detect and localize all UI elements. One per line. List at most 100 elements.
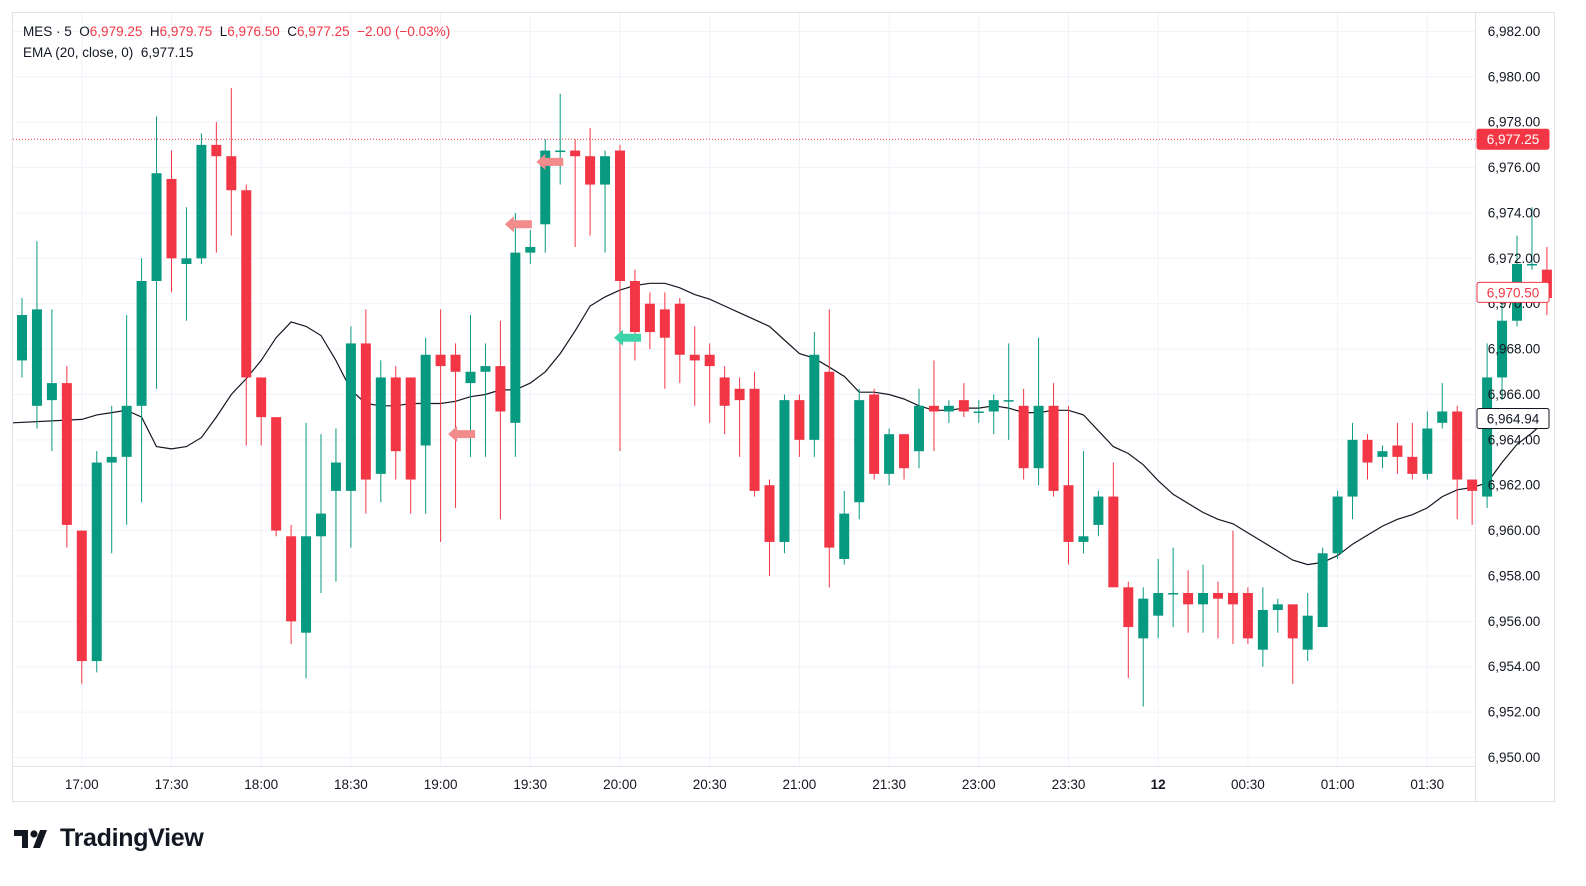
candle bbox=[1048, 383, 1059, 497]
candle-body bbox=[779, 400, 790, 542]
candle bbox=[525, 229, 536, 264]
candle bbox=[181, 207, 192, 321]
candle-body bbox=[1257, 610, 1268, 650]
x-tick-label: 01:00 bbox=[1321, 777, 1355, 792]
candle bbox=[211, 122, 222, 253]
candle bbox=[570, 139, 581, 247]
candle-body bbox=[1227, 592, 1238, 605]
candle-body bbox=[1467, 479, 1478, 491]
candle-body bbox=[480, 366, 491, 372]
candle bbox=[375, 360, 386, 503]
candle bbox=[435, 309, 446, 542]
candle bbox=[1347, 422, 1358, 520]
candle-body bbox=[884, 434, 895, 474]
candle bbox=[869, 388, 880, 480]
candle bbox=[958, 383, 969, 418]
candle-body bbox=[1422, 428, 1433, 474]
candle-body bbox=[1153, 592, 1164, 616]
time-axis[interactable]: 17:00 17:30 18:00 18:30 19:00 19:30 20:00 20:30… bbox=[65, 777, 1444, 792]
y-tick-label: 6,962.00 bbox=[1488, 478, 1541, 493]
tradingview-branding[interactable]: TradingView bbox=[14, 824, 204, 853]
y-tick-label: 6,976.00 bbox=[1488, 160, 1541, 175]
candle bbox=[1272, 598, 1283, 633]
candle bbox=[809, 332, 820, 457]
candle bbox=[166, 150, 177, 293]
candle bbox=[1138, 587, 1149, 707]
ema-legend[interactable]: EMA (20, close, 0) 6,977.15 bbox=[23, 45, 193, 60]
candle bbox=[1198, 564, 1209, 633]
signal-arrow-sell bbox=[536, 153, 564, 170]
candle bbox=[330, 428, 341, 582]
ohlc-legend: MES · 5 O6,979.25 H6,979.75 L6,976.50 C6… bbox=[23, 24, 450, 39]
candle-body bbox=[600, 156, 611, 185]
candle-body bbox=[330, 462, 341, 491]
candles bbox=[17, 88, 1552, 707]
x-tick-label: 17:00 bbox=[65, 777, 99, 792]
candle-body bbox=[91, 462, 102, 662]
y-tick-label: 6,978.00 bbox=[1488, 115, 1541, 130]
candle-body bbox=[1272, 604, 1283, 611]
candle-body bbox=[1332, 496, 1343, 554]
candle bbox=[884, 428, 895, 486]
candle bbox=[76, 530, 87, 684]
candle bbox=[316, 434, 326, 593]
candle-body bbox=[61, 383, 72, 525]
candle-body bbox=[1003, 400, 1014, 402]
candle-body bbox=[824, 371, 835, 548]
candle bbox=[1183, 570, 1194, 633]
candle-body bbox=[1407, 456, 1418, 474]
x-tick-label: 23:00 bbox=[962, 777, 996, 792]
candle bbox=[1332, 490, 1343, 559]
candle-body bbox=[106, 456, 117, 463]
candle bbox=[1153, 558, 1164, 639]
candle-body bbox=[704, 354, 715, 367]
candle bbox=[450, 343, 461, 508]
candle-body bbox=[1242, 592, 1253, 639]
candle bbox=[1541, 246, 1552, 316]
current-bar-price-label: 6,970.50 bbox=[1487, 285, 1540, 300]
candle bbox=[345, 326, 356, 548]
candle bbox=[1377, 445, 1388, 469]
candle-body bbox=[46, 383, 57, 401]
last-price-label: 6,977.25 bbox=[1487, 132, 1540, 147]
candle-body bbox=[809, 354, 820, 440]
symbol-label[interactable]: MES · 5 bbox=[23, 24, 72, 39]
candle-body bbox=[136, 281, 147, 406]
chart-frame[interactable] bbox=[12, 12, 1555, 802]
candle-body bbox=[151, 173, 162, 282]
candle bbox=[271, 417, 282, 537]
candle bbox=[689, 326, 700, 406]
open-value: 6,979.25 bbox=[89, 24, 143, 39]
candle bbox=[226, 88, 237, 236]
candle bbox=[794, 394, 805, 457]
y-tick-label: 6,950.00 bbox=[1488, 750, 1541, 765]
candle bbox=[495, 320, 506, 520]
candle-body bbox=[1033, 405, 1044, 469]
candle-body bbox=[585, 156, 596, 185]
candle bbox=[1063, 405, 1074, 565]
candle bbox=[256, 377, 267, 446]
candle bbox=[1213, 581, 1223, 639]
candle-body bbox=[1018, 405, 1029, 469]
candle-body bbox=[450, 354, 461, 372]
candle-body bbox=[794, 400, 805, 440]
price-axis[interactable]: 6,950.00 6,952.00 6,954.00 6,956.00 6,958.00… bbox=[1476, 24, 1550, 765]
last-price-label-bg bbox=[1476, 128, 1550, 150]
candle bbox=[704, 343, 715, 423]
x-tick-label: 21:00 bbox=[783, 777, 817, 792]
y-tick-label: 6,956.00 bbox=[1488, 614, 1541, 629]
candle-body bbox=[1347, 439, 1358, 497]
candle bbox=[749, 371, 760, 497]
ema-line bbox=[12, 282, 1548, 566]
y-tick-label: 6,964.00 bbox=[1488, 432, 1541, 447]
ema-value: 6,977.15 bbox=[140, 45, 194, 60]
candle bbox=[914, 388, 924, 469]
candle-body bbox=[1183, 592, 1194, 605]
candle-body bbox=[764, 485, 775, 542]
candle-body bbox=[869, 394, 880, 474]
candle bbox=[121, 315, 132, 525]
candle-body bbox=[271, 417, 282, 531]
candle-body bbox=[914, 405, 924, 452]
candle bbox=[644, 292, 655, 350]
